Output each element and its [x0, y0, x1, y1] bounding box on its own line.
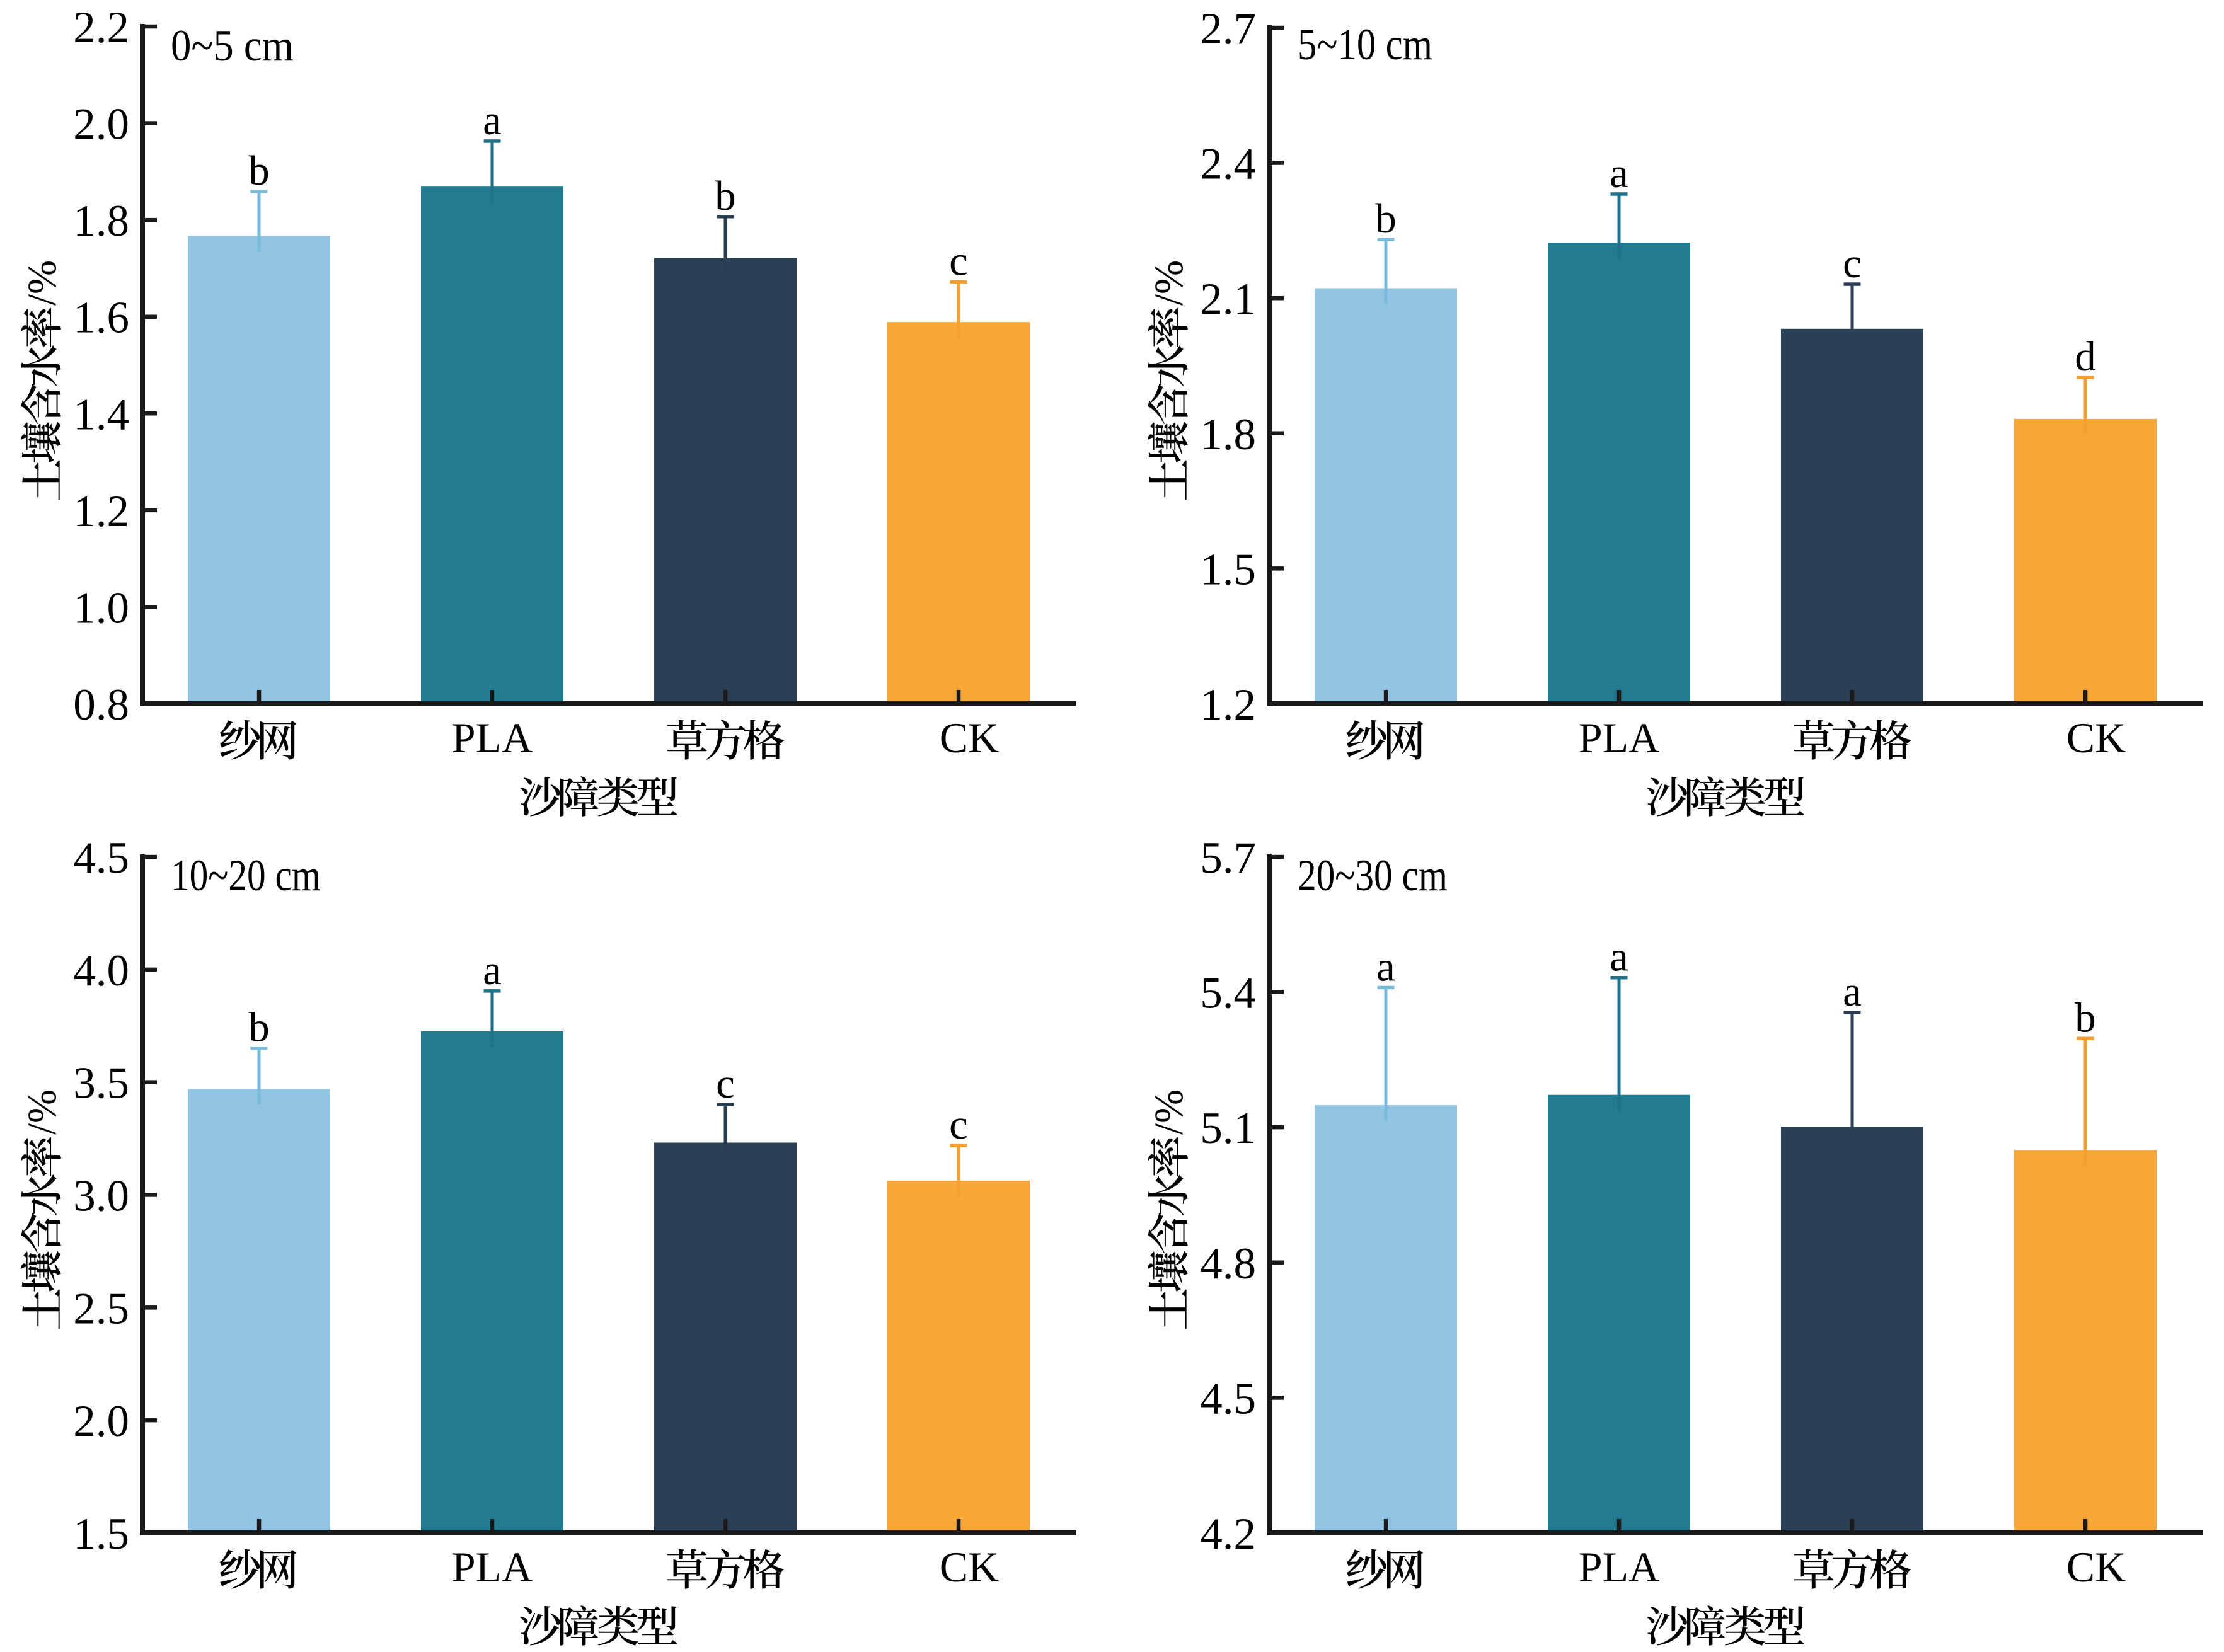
svg-text:PLA: PLA: [452, 714, 533, 762]
svg-text:1.5: 1.5: [1200, 545, 1256, 594]
svg-text:10~20 cm: 10~20 cm: [171, 851, 321, 900]
svg-text:5.4: 5.4: [1200, 969, 1256, 1018]
svg-text:CK: CK: [2066, 1543, 2126, 1591]
svg-text:b: b: [715, 173, 736, 219]
svg-text:CK: CK: [940, 714, 999, 762]
svg-text:3.5: 3.5: [73, 1059, 129, 1108]
svg-text:1.2: 1.2: [73, 487, 129, 536]
svg-text:1.4: 1.4: [73, 390, 129, 439]
svg-text:a: a: [483, 947, 502, 994]
svg-text:3.0: 3.0: [73, 1172, 129, 1221]
svg-text:CK: CK: [940, 1543, 999, 1591]
svg-text:a: a: [1843, 968, 1862, 1015]
svg-text:b: b: [2075, 994, 2096, 1041]
svg-text:2.1: 2.1: [1200, 275, 1256, 324]
svg-text:b: b: [248, 147, 270, 194]
svg-text:b: b: [1375, 195, 1397, 242]
svg-text:a: a: [1376, 943, 1395, 990]
svg-text:1.0: 1.0: [73, 583, 129, 633]
svg-text:5~10 cm: 5~10 cm: [1298, 20, 1432, 69]
svg-text:a: a: [1610, 934, 1628, 980]
svg-text:1.8: 1.8: [1200, 410, 1256, 459]
svg-text:1.5: 1.5: [73, 1510, 129, 1559]
svg-text:a: a: [483, 97, 502, 144]
svg-text:1.8: 1.8: [73, 197, 129, 246]
svg-text:PLA: PLA: [452, 1543, 533, 1591]
svg-text:2.5: 2.5: [73, 1284, 129, 1333]
svg-text:PLA: PLA: [1579, 714, 1659, 762]
svg-text:0.8: 0.8: [73, 680, 129, 730]
svg-text:/%: /%: [1146, 1089, 1192, 1135]
svg-text:/%: /%: [20, 1089, 65, 1135]
svg-text:c: c: [949, 238, 968, 284]
svg-text:/%: /%: [1146, 260, 1192, 306]
svg-text:2.7: 2.7: [1200, 4, 1256, 54]
svg-text:1.2: 1.2: [1200, 680, 1256, 730]
svg-text:2.4: 2.4: [1200, 140, 1256, 189]
svg-text:c: c: [1843, 240, 1862, 287]
svg-text:4.5: 4.5: [73, 834, 129, 883]
svg-text:4.2: 4.2: [1200, 1510, 1256, 1559]
svg-text:c: c: [716, 1060, 735, 1107]
svg-text:d: d: [2075, 333, 2096, 380]
svg-text:2.0: 2.0: [73, 1397, 129, 1446]
svg-text:c: c: [949, 1101, 968, 1148]
svg-text:2.0: 2.0: [73, 100, 129, 149]
svg-text:b: b: [248, 1004, 270, 1051]
svg-text:CK: CK: [2066, 714, 2126, 762]
svg-text:1.6: 1.6: [73, 294, 129, 343]
svg-text:/%: /%: [20, 260, 65, 306]
svg-text:20~30 cm: 20~30 cm: [1298, 851, 1448, 900]
svg-text:2.2: 2.2: [73, 3, 129, 52]
svg-text:4.5: 4.5: [1200, 1374, 1256, 1423]
svg-text:5.1: 5.1: [1200, 1104, 1256, 1153]
svg-text:0~5 cm: 0~5 cm: [171, 21, 294, 71]
svg-text:4.8: 4.8: [1200, 1239, 1256, 1288]
svg-text:5.7: 5.7: [1200, 834, 1256, 883]
svg-text:4.0: 4.0: [73, 946, 129, 995]
svg-text:a: a: [1610, 150, 1628, 197]
svg-text:PLA: PLA: [1579, 1543, 1659, 1591]
